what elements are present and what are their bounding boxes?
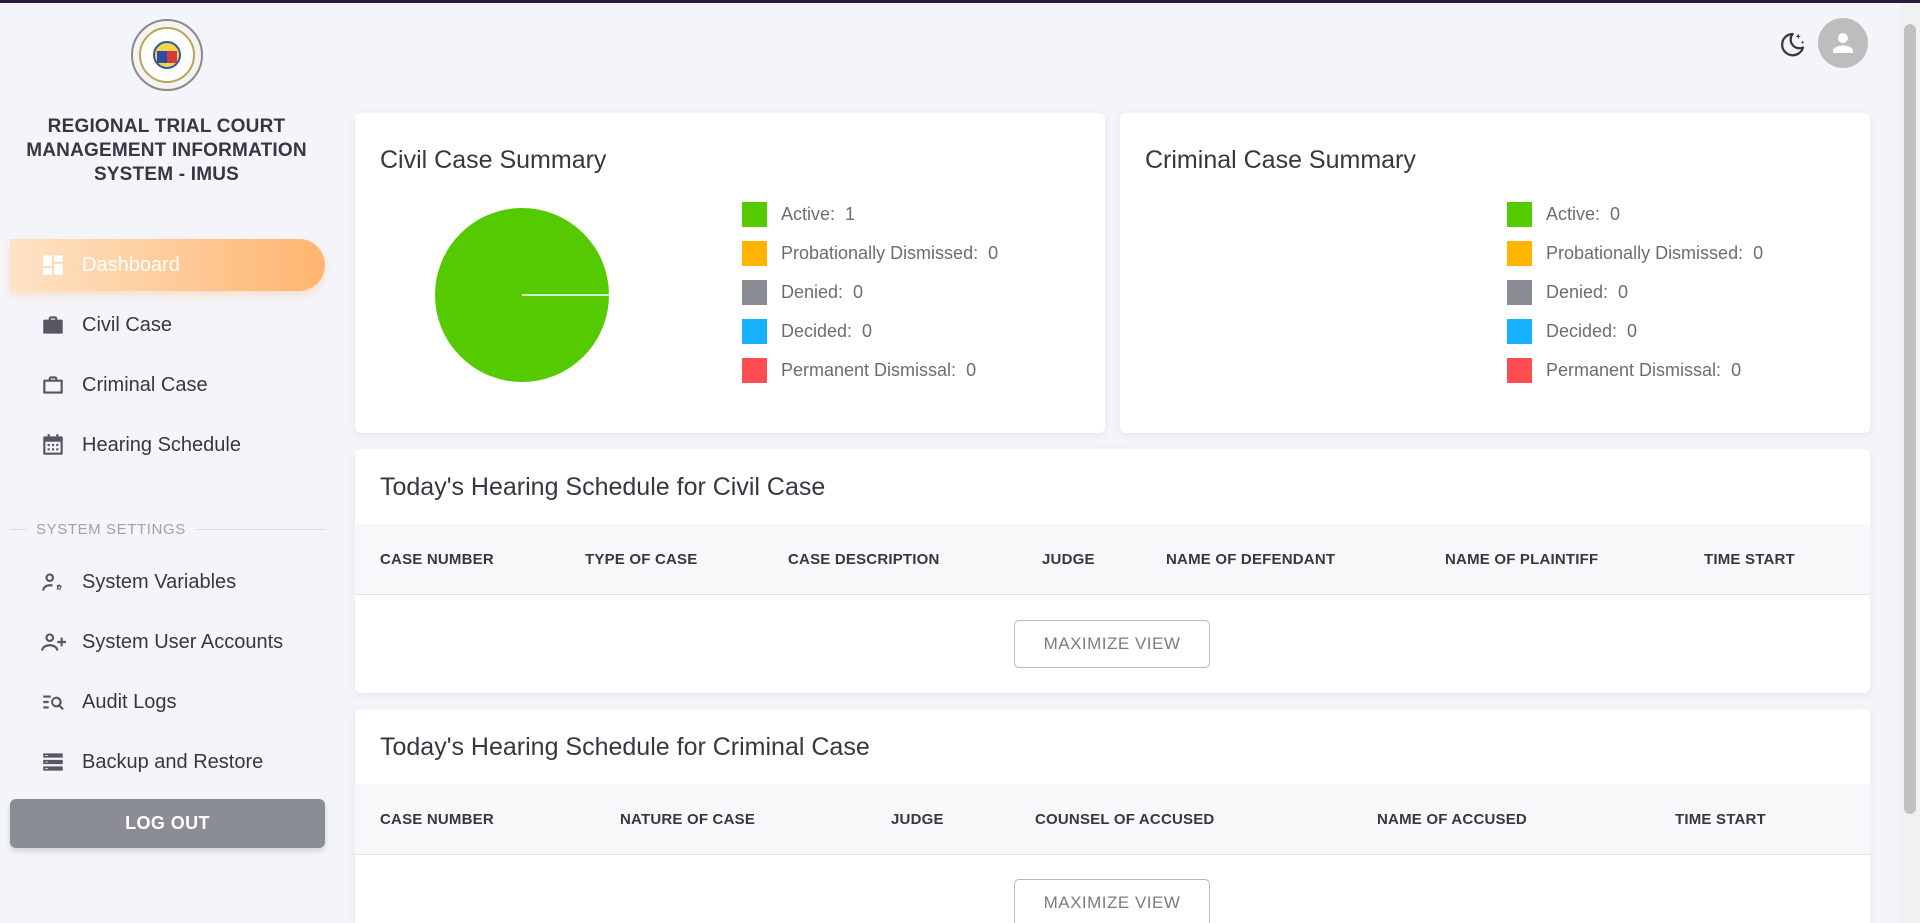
sidebar-item-system-user-accounts[interactable]: System User Accounts (10, 616, 325, 668)
column-header-judge[interactable]: JUDGE (891, 811, 944, 828)
calendar-icon (43, 434, 63, 455)
system-settings-section-label: SYSTEM SETTINGS (10, 521, 325, 538)
criminal-hearing-schedule-card: Today's Hearing Schedule for Criminal Ca… (355, 709, 1870, 923)
sidebar-item-label: System Variables (82, 570, 237, 593)
sidebar-item-label: Backup and Restore (82, 750, 264, 773)
criminal-hearing-title: Today's Hearing Schedule for Criminal Ca… (380, 733, 870, 761)
legend-item-denied: Denied: 0 (742, 273, 998, 312)
user-icon (1833, 33, 1853, 53)
column-header-name-of-defendant[interactable]: NAME OF DEFENDANT (1166, 551, 1336, 568)
column-header-case-description[interactable]: CASE DESCRIPTION (788, 551, 940, 568)
civil-hearing-schedule-card: Today's Hearing Schedule for Civil Case … (355, 449, 1870, 693)
sidebar-item-hearing-schedule[interactable]: Hearing Schedule (10, 419, 325, 471)
server-stack-icon (43, 753, 63, 771)
top-accent-bar (0, 0, 1920, 3)
sidebar-item-label: Dashboard (82, 253, 180, 276)
civil-hearing-title: Today's Hearing Schedule for Civil Case (380, 473, 826, 501)
user-cog-icon (42, 573, 62, 591)
civil-case-summary-card: Civil Case Summary Active: 1 Probationall… (355, 113, 1105, 433)
legend-item-active: Active: 0 (1507, 195, 1763, 234)
column-header-counsel-of-accused[interactable]: COUNSEL OF ACCUSED (1035, 811, 1215, 828)
court-seal-logo (131, 19, 203, 91)
column-header-type-of-case[interactable]: TYPE OF CASE (585, 551, 698, 568)
sidebar-item-system-variables[interactable]: System Variables (10, 556, 325, 608)
sidebar-item-audit-logs[interactable]: Audit Logs (10, 676, 325, 728)
sidebar-item-label: Criminal Case (82, 373, 208, 396)
sidebar-item-label: Audit Logs (82, 690, 177, 713)
sidebar: REGIONAL TRIAL COURT MANAGEMENT INFORMAT… (0, 3, 335, 923)
page-scrollbar-thumb[interactable] (1904, 24, 1916, 814)
legend-item-decided: Decided: 0 (742, 312, 998, 351)
sidebar-item-criminal-case[interactable]: Criminal Case (10, 359, 325, 411)
column-header-nature-of-case[interactable]: NATURE OF CASE (620, 811, 756, 828)
user-avatar[interactable] (1818, 18, 1868, 68)
criminal-hearing-table-header: CASE NUMBER NATURE OF CASE JUDGE COUNSEL… (355, 784, 1870, 855)
dashboard-icon (43, 255, 63, 275)
column-header-case-number[interactable]: CASE NUMBER (380, 551, 494, 568)
legend-item-active: Active: 1 (742, 195, 998, 234)
legend-item-decided: Decided: 0 (1507, 312, 1763, 351)
app-title: REGIONAL TRIAL COURT MANAGEMENT INFORMAT… (26, 116, 307, 185)
criminal-case-summary-card: Criminal Case Summary Active: 0 Probation… (1120, 113, 1870, 433)
sidebar-item-civil-case[interactable]: Civil Case (10, 299, 325, 351)
criminal-summary-legend: Active: 0 Probationally Dismissed: 0 Denie… (1507, 195, 1763, 390)
logout-button[interactable]: LOG OUT (10, 799, 325, 848)
sidebar-item-backup-and-restore[interactable]: Backup and Restore (10, 736, 325, 788)
sidebar-item-label: Civil Case (82, 313, 173, 336)
column-header-name-of-accused[interactable]: NAME OF ACCUSED (1377, 811, 1527, 828)
civil-case-pie-chart (435, 208, 609, 382)
civil-hearing-table-header: CASE NUMBER TYPE OF CASE CASE DESCRIPTIO… (355, 524, 1870, 595)
briefcase-filled-icon (43, 316, 63, 334)
column-header-time-start[interactable]: TIME START (1704, 551, 1795, 568)
column-header-name-of-plaintiff[interactable]: NAME OF PLAINTIFF (1445, 551, 1599, 568)
briefcase-outline-icon (43, 376, 63, 394)
legend-item-probationally-dismissed: Probationally Dismissed: 0 (742, 234, 998, 273)
user-plus-icon (41, 633, 66, 651)
list-search-icon (43, 695, 64, 711)
legend-item-probationally-dismissed: Probationally Dismissed: 0 (1507, 234, 1763, 273)
sidebar-item-label: Hearing Schedule (82, 433, 241, 456)
criminal-summary-title: Criminal Case Summary (1145, 146, 1416, 174)
column-header-time-start[interactable]: TIME START (1675, 811, 1766, 828)
column-header-judge[interactable]: JUDGE (1042, 551, 1095, 568)
criminal-maximize-view-button[interactable]: MAXIMIZE VIEW (1014, 879, 1210, 923)
legend-item-permanent-dismissal: Permanent Dismissal: 0 (742, 351, 998, 390)
sidebar-item-dashboard[interactable]: Dashboard (10, 239, 325, 291)
theme-toggle-moon-icon[interactable] (1777, 30, 1807, 60)
civil-maximize-view-button[interactable]: MAXIMIZE VIEW (1014, 620, 1210, 668)
civil-summary-legend: Active: 1 Probationally Dismissed: 0 Denie… (742, 195, 998, 390)
legend-item-permanent-dismissal: Permanent Dismissal: 0 (1507, 351, 1763, 390)
legend-item-denied: Denied: 0 (1507, 273, 1763, 312)
sidebar-item-label: System User Accounts (82, 630, 284, 653)
column-header-case-number[interactable]: CASE NUMBER (380, 811, 494, 828)
civil-summary-title: Civil Case Summary (380, 146, 607, 174)
